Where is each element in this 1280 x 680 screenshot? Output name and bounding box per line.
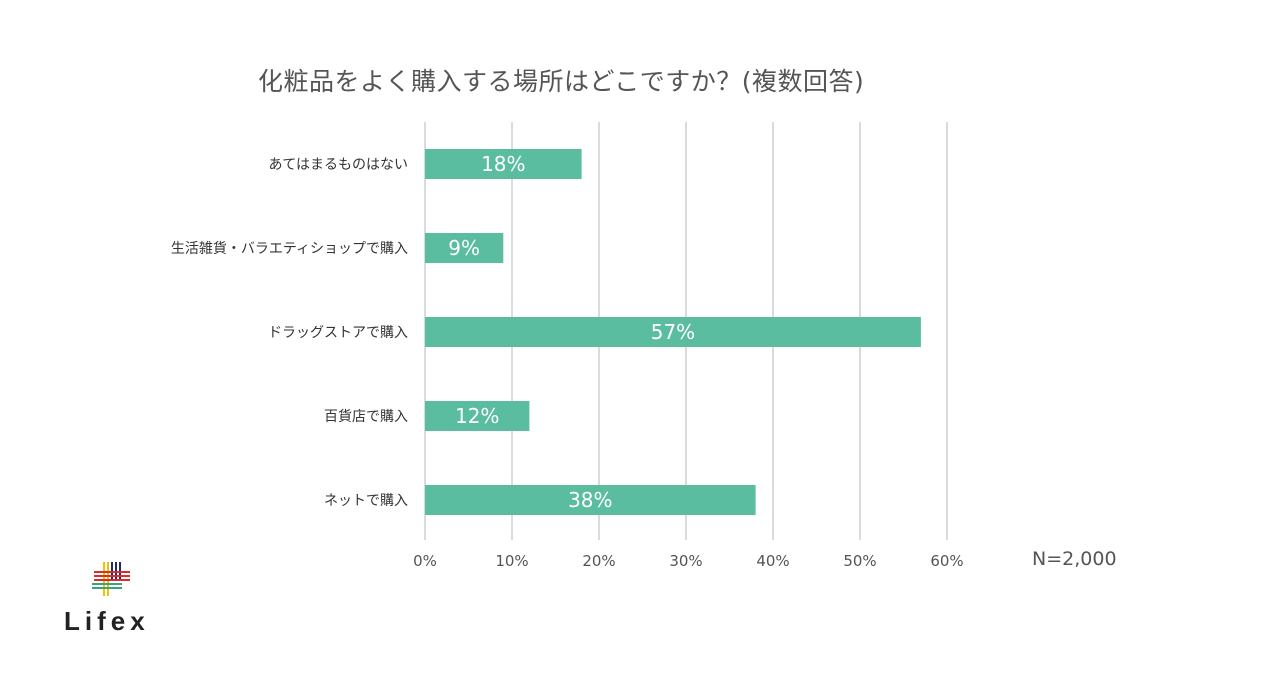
bar xyxy=(425,485,756,515)
category-label: あてはまるものはない xyxy=(269,157,408,173)
lifex-logo: Lifex xyxy=(64,562,174,642)
category-label: ネットで購入 xyxy=(324,493,408,509)
x-tick-label: 0% xyxy=(413,552,437,570)
x-tick-label: 40% xyxy=(756,552,789,570)
data-label: 12% xyxy=(455,404,499,428)
x-tick-label: 30% xyxy=(669,552,702,570)
x-tick-label: 20% xyxy=(582,552,615,570)
x-tick-label: 60% xyxy=(930,552,963,570)
logo-mark-icon xyxy=(92,562,130,596)
bar xyxy=(425,401,530,431)
data-label: 38% xyxy=(568,488,612,512)
x-tick-label: 10% xyxy=(495,552,528,570)
x-tick-label: 50% xyxy=(843,552,876,570)
data-label: 9% xyxy=(448,236,480,260)
chart-title: 化粧品をよく購入する場所はどこですか？(複数回答) xyxy=(258,67,865,96)
category-label: ドラッグストアで購入 xyxy=(268,325,408,341)
bar xyxy=(425,233,504,263)
bar xyxy=(425,317,921,347)
logo-text: Lifex xyxy=(64,606,150,636)
data-label: 18% xyxy=(481,152,525,176)
sample-size-note: N=2,000 xyxy=(1032,548,1117,570)
bar xyxy=(425,149,582,179)
data-label: 57% xyxy=(651,320,695,344)
category-label: 生活雑貨・バラエティショップで購入 xyxy=(171,240,408,257)
category-label: 百貨店で購入 xyxy=(324,408,408,425)
